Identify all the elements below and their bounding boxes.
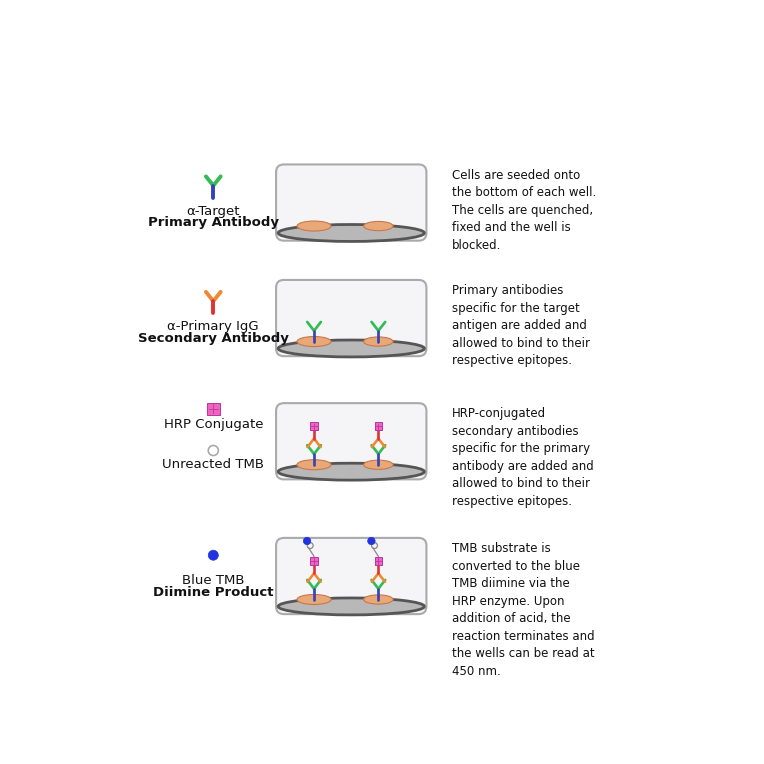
Ellipse shape — [364, 337, 393, 346]
FancyBboxPatch shape — [276, 403, 426, 479]
Bar — [310, 422, 318, 430]
Text: Diimine Product: Diimine Product — [153, 586, 274, 599]
Bar — [374, 422, 382, 430]
Text: Primary Antibody: Primary Antibody — [147, 216, 279, 229]
Circle shape — [303, 537, 311, 545]
Bar — [374, 557, 382, 565]
Text: Unreacted TMB: Unreacted TMB — [162, 458, 264, 471]
Ellipse shape — [297, 594, 331, 604]
Text: α-Target: α-Target — [186, 205, 240, 218]
FancyBboxPatch shape — [276, 164, 426, 241]
Text: HRP-conjugated
secondary antibodies
specific for the primary
antibody are added : HRP-conjugated secondary antibodies spec… — [452, 407, 594, 508]
Ellipse shape — [364, 222, 393, 231]
Ellipse shape — [297, 460, 331, 470]
FancyBboxPatch shape — [276, 280, 426, 356]
Text: HRP Conjugate: HRP Conjugate — [163, 418, 263, 431]
Ellipse shape — [278, 598, 424, 615]
Ellipse shape — [364, 595, 393, 604]
Text: TMB substrate is
converted to the blue
TMB diimine via the
HRP enzyme. Upon
addi: TMB substrate is converted to the blue T… — [452, 542, 594, 678]
Ellipse shape — [278, 340, 424, 357]
Text: Primary antibodies
specific for the target
antigen are added and
allowed to bind: Primary antibodies specific for the targ… — [452, 284, 590, 367]
FancyBboxPatch shape — [276, 538, 426, 614]
Ellipse shape — [278, 225, 424, 241]
Ellipse shape — [278, 463, 424, 480]
Ellipse shape — [364, 460, 393, 469]
Circle shape — [209, 550, 219, 560]
Text: Cells are seeded onto
the bottom of each well.
The cells are quenched,
fixed and: Cells are seeded onto the bottom of each… — [452, 169, 596, 251]
Ellipse shape — [297, 336, 331, 347]
Text: Secondary Antibody: Secondary Antibody — [138, 332, 289, 345]
Text: Blue TMB: Blue TMB — [182, 575, 244, 588]
Ellipse shape — [297, 221, 331, 231]
Text: α-Primary IgG: α-Primary IgG — [167, 320, 259, 333]
Circle shape — [367, 537, 375, 545]
Bar — [207, 403, 220, 416]
Bar — [310, 557, 318, 565]
